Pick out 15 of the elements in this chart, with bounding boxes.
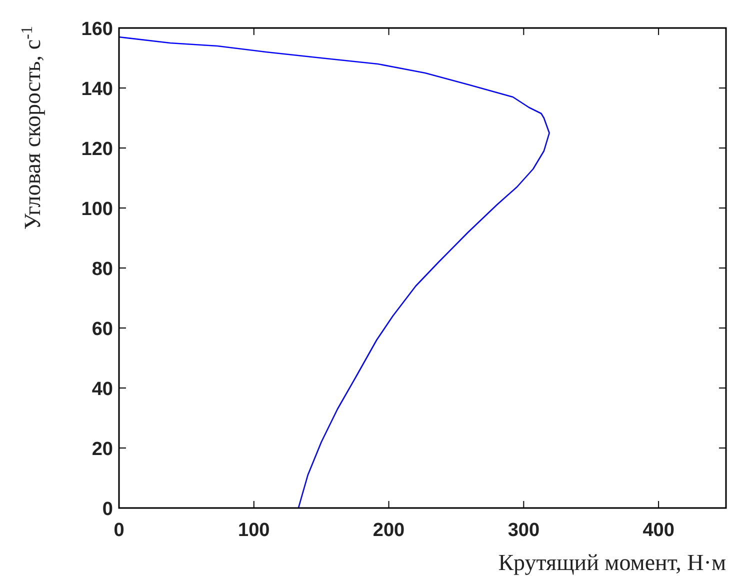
y-tick-label: 80	[92, 259, 113, 280]
y-tick-label: 140	[81, 79, 113, 100]
y-tick-label: 40	[92, 379, 113, 400]
x-axis-title: Крутящий момент, Н·м	[498, 550, 726, 575]
x-tick-label: 200	[372, 520, 405, 541]
y-tick-label: 120	[81, 139, 113, 160]
y-tick-label: 100	[81, 199, 113, 220]
y-tick-label: 0	[102, 499, 113, 520]
line-series	[119, 36, 550, 508]
y-tick-label: 20	[92, 439, 113, 460]
x-tick-label: 300	[508, 520, 540, 541]
y-tick-label: 160	[81, 19, 113, 40]
x-tick-label: 100	[238, 520, 270, 541]
x-tick-label: 400	[642, 520, 674, 541]
y-tick-label: 60	[92, 319, 113, 340]
